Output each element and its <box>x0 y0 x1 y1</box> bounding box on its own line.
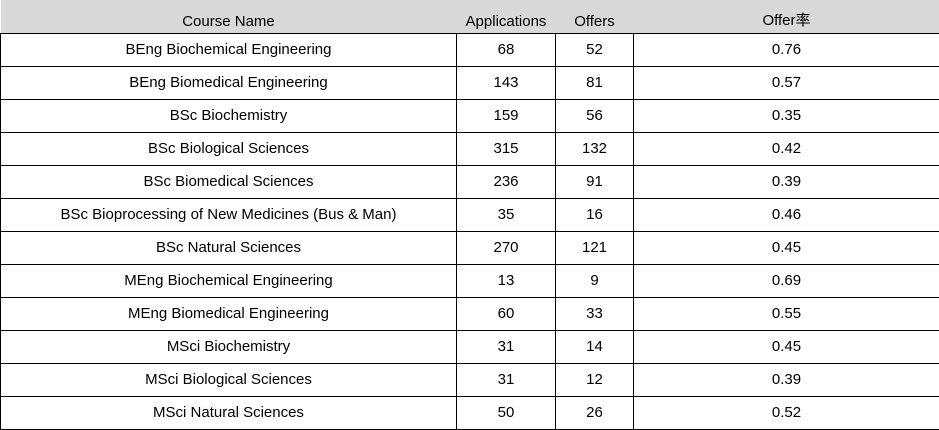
cell-offer-rate: 0.69 <box>633 263 939 298</box>
cell-course-name: MEng Biochemical Engineering <box>0 263 457 298</box>
cell-course-name: MSci Biological Sciences <box>0 362 457 397</box>
cell-offer-rate: 0.35 <box>633 98 939 133</box>
table-row: BSc Natural Sciences 270 121 0.45 <box>0 230 939 265</box>
table-row: MSci Biological Sciences 31 12 0.39 <box>0 362 939 397</box>
cell-offer-rate: 0.39 <box>633 164 939 199</box>
cell-offer-rate: 0.55 <box>633 296 939 331</box>
cell-applications: 31 <box>456 362 556 397</box>
cell-offers: 9 <box>555 263 634 298</box>
header-course-name: Course Name <box>182 12 275 30</box>
cell-offers: 14 <box>555 329 634 364</box>
cell-offers: 81 <box>555 65 634 100</box>
cell-applications: 50 <box>456 395 556 430</box>
header-row: Course Name Applications Offers Offer率 <box>0 0 939 33</box>
cell-course-name: MEng Biomedical Engineering <box>0 296 457 331</box>
cell-offers: 26 <box>555 395 634 430</box>
cell-applications: 13 <box>456 263 556 298</box>
cell-offers: 91 <box>555 164 634 199</box>
cell-applications: 35 <box>456 197 556 232</box>
table-row: MEng Biomedical Engineering 60 33 0.55 <box>0 296 939 331</box>
cell-course-name: BEng Biomedical Engineering <box>0 65 457 100</box>
cell-applications: 236 <box>456 164 556 199</box>
cell-offer-rate: 0.57 <box>633 65 939 100</box>
cell-offer-rate: 0.42 <box>633 131 939 166</box>
table-row: BSc Biomedical Sciences 236 91 0.39 <box>0 164 939 199</box>
table-row: MSci Natural Sciences 50 26 0.52 <box>0 395 939 430</box>
cell-course-name: BSc Natural Sciences <box>0 230 457 265</box>
cell-applications: 315 <box>456 131 556 166</box>
cell-offers: 16 <box>555 197 634 232</box>
table-row: BSc Biochemistry 159 56 0.35 <box>0 98 939 133</box>
table-row: MEng Biochemical Engineering 13 9 0.69 <box>0 263 939 298</box>
cell-offers: 132 <box>555 131 634 166</box>
cell-course-name: BSc Biological Sciences <box>0 131 457 166</box>
cell-offer-rate: 0.45 <box>633 230 939 265</box>
cell-course-name: BSc Biochemistry <box>0 98 457 133</box>
cell-applications: 143 <box>456 65 556 100</box>
cell-offer-rate: 0.76 <box>633 32 939 67</box>
table-row: BEng Biochemical Engineering 68 52 0.76 <box>0 32 939 67</box>
cell-course-name: BSc Biomedical Sciences <box>0 164 457 199</box>
table-row: MSci Biochemistry 31 14 0.45 <box>0 329 939 364</box>
cell-offer-rate: 0.45 <box>633 329 939 364</box>
cell-applications: 68 <box>456 32 556 67</box>
cell-course-name: BEng Biochemical Engineering <box>0 32 457 67</box>
cell-course-name: MSci Biochemistry <box>0 329 457 364</box>
table-header: Course Name Applications Offers Offer率 <box>0 0 939 33</box>
header-applications: Applications <box>465 12 547 30</box>
cell-offer-rate: 0.52 <box>633 395 939 430</box>
cell-applications: 60 <box>456 296 556 331</box>
cell-course-name: BSc Bioprocessing of New Medicines (Bus … <box>0 197 457 232</box>
cell-offers: 121 <box>555 230 634 265</box>
cell-applications: 159 <box>456 98 556 133</box>
cell-applications: 31 <box>456 329 556 364</box>
table-row: BEng Biomedical Engineering 143 81 0.57 <box>0 65 939 100</box>
cell-applications: 270 <box>456 230 556 265</box>
table-row: BSc Bioprocessing of New Medicines (Bus … <box>0 197 939 232</box>
cell-offers: 52 <box>555 32 634 67</box>
cell-offers: 56 <box>555 98 634 133</box>
cell-offer-rate: 0.46 <box>633 197 939 232</box>
cell-course-name: MSci Natural Sciences <box>0 395 457 430</box>
table-body: BEng Biochemical Engineering 68 52 0.76 … <box>0 32 939 430</box>
cell-offers: 33 <box>555 296 634 331</box>
table-row: BSc Biological Sciences 315 132 0.42 <box>0 131 939 166</box>
header-offer-rate: Offer率 <box>762 11 811 29</box>
header-offers: Offers <box>574 12 615 30</box>
cell-offers: 12 <box>555 362 634 397</box>
cell-offer-rate: 0.39 <box>633 362 939 397</box>
